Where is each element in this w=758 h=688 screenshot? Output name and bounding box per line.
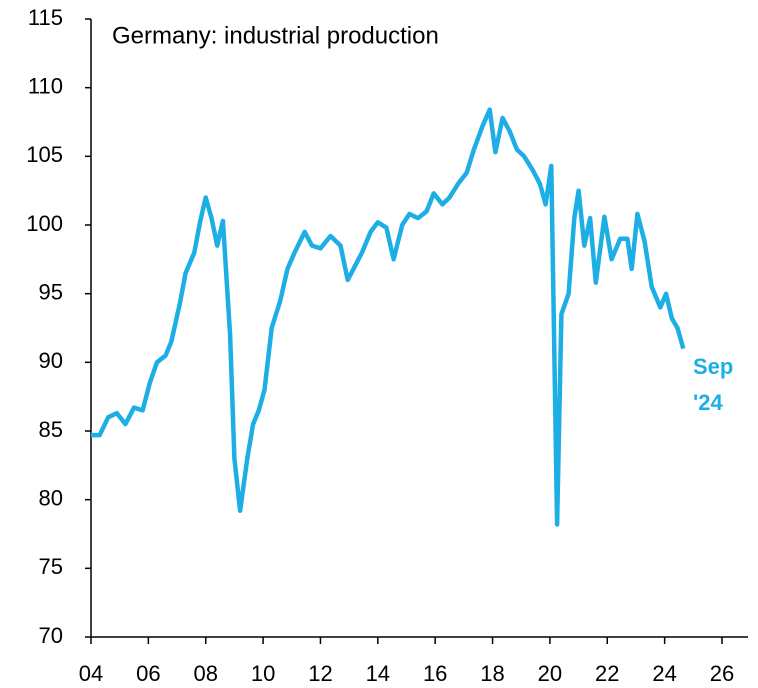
- x-tick-label: 06: [136, 661, 160, 686]
- y-tick-label: 70: [39, 623, 63, 648]
- x-tick-label: 20: [538, 661, 562, 686]
- x-tick-label: 16: [423, 661, 447, 686]
- annotation: '24: [693, 390, 723, 415]
- chart-title: Germany: industrial production: [112, 22, 439, 49]
- y-tick-label: 95: [39, 279, 63, 304]
- x-tick-label: 22: [595, 661, 619, 686]
- y-tick-label: 85: [39, 417, 63, 442]
- y-tick-label: 110: [28, 73, 63, 98]
- y-tick-label: 75: [39, 554, 63, 579]
- y-tick-label: 115: [28, 5, 63, 30]
- data-line: [91, 107, 686, 527]
- y-tick-label: 105: [26, 142, 63, 167]
- x-tick-label: 10: [251, 661, 275, 686]
- x-tick-label: 08: [193, 661, 217, 686]
- x-tick-label: 18: [480, 661, 504, 686]
- y-tick-label: 90: [39, 348, 63, 373]
- y-tick-label: 100: [26, 211, 63, 236]
- x-tick-label: 24: [652, 661, 676, 686]
- x-tick-label: 04: [79, 661, 103, 686]
- x-tick-label: 14: [366, 661, 390, 686]
- x-tick-label: 26: [710, 661, 734, 686]
- x-tick-label: 12: [308, 661, 332, 686]
- y-tick-label: 80: [39, 485, 63, 510]
- annotation: Sep: [693, 354, 733, 379]
